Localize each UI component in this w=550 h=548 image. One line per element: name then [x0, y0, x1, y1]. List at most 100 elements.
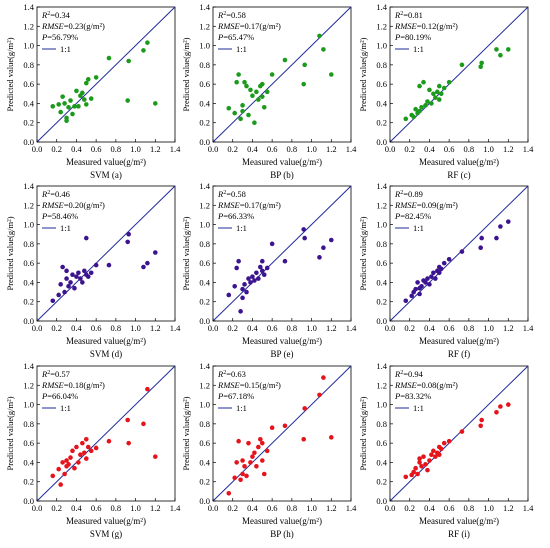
x-tick-label: 0.8	[287, 503, 298, 513]
panel-caption: RF (f)	[448, 349, 470, 359]
data-point	[417, 108, 422, 114]
data-point	[417, 456, 422, 461]
y-tick-label: 1.0	[199, 400, 210, 410]
data-point	[269, 425, 275, 431]
data-point	[413, 106, 418, 112]
y-tick-label: 1.2	[23, 21, 34, 31]
y-tick-label: 0.8	[199, 419, 210, 429]
x-tick-label: 0.8	[464, 144, 475, 154]
data-point	[240, 103, 245, 108]
data-point	[83, 80, 89, 86]
data-point	[78, 452, 83, 458]
x-tick-label: 1.2	[150, 144, 161, 154]
y-tick-label: 1.0	[23, 41, 34, 51]
x-tick-label: 1.2	[326, 503, 337, 513]
data-point	[505, 47, 511, 52]
x-tick-label: 0.0	[385, 503, 396, 513]
data-point	[80, 280, 85, 285]
data-point	[494, 409, 499, 415]
y-tick-label: 1.2	[376, 21, 387, 31]
data-point	[236, 438, 241, 444]
data-point	[50, 473, 56, 479]
x-tick-label: 1.0	[306, 144, 317, 154]
x-tick-label: 0.4	[71, 503, 82, 513]
r2-annotation: R2=0.58	[217, 189, 246, 199]
data-point	[106, 55, 112, 61]
y-tick-label: 0.4	[199, 277, 210, 287]
data-point	[421, 454, 426, 459]
data-point	[415, 280, 420, 285]
data-point	[238, 477, 243, 483]
y-tick-label: 0.0	[376, 496, 387, 506]
y-tick-label: 0.0	[199, 316, 210, 326]
data-point	[64, 458, 69, 463]
data-point	[238, 309, 243, 314]
data-point	[256, 97, 261, 102]
r2-annotation: R2=0.34	[41, 10, 71, 20]
data-point	[68, 280, 73, 285]
x-tick-label: 1.0	[130, 144, 141, 154]
data-point	[62, 289, 67, 295]
data-point	[60, 460, 65, 465]
data-point	[60, 94, 65, 99]
legend-label: 1:1	[236, 44, 247, 54]
x-axis-label: Measured value(g/m²)	[66, 516, 146, 526]
plot-frame	[389, 6, 529, 143]
y-tick-label: 1.0	[23, 220, 34, 230]
y-tick-label: 0.4	[23, 98, 34, 108]
x-tick-label: 0.8	[287, 323, 298, 333]
data-point	[441, 440, 447, 446]
data-point	[64, 268, 69, 274]
data-point	[56, 292, 61, 298]
rmse-annotation: RMSE=0.08(g/m²)	[394, 380, 458, 390]
one-to-one-line	[36, 185, 176, 322]
y-tick-label: 0.0	[199, 496, 210, 506]
data-point	[417, 460, 422, 465]
data-point	[66, 283, 71, 289]
x-axis-label: Measured value(g/m²)	[242, 336, 322, 346]
chart-panel: 0.0 0.2 0.4 0.6 0.8 1.0 1.2 1.4 0.0 0.2 0.4 0.6 0.8 1…	[5, 2, 181, 180]
y-tick-label: 0.2	[199, 297, 210, 307]
x-tick-label: 0.4	[424, 503, 435, 513]
data-point	[436, 270, 442, 276]
data-point	[258, 436, 263, 442]
y-tick-label: 0.2	[199, 477, 210, 487]
x-tick-label: 0.0	[208, 144, 219, 154]
y-axis-label: Predicted value(g/m²)	[358, 37, 368, 111]
data-point	[427, 282, 432, 287]
x-tick-label: 1.4	[346, 503, 357, 513]
data-point	[494, 47, 499, 52]
p-annotation: P=66.04%	[41, 391, 78, 401]
y-tick-label: 1.0	[376, 41, 387, 51]
data-point	[431, 270, 436, 276]
y-tick-label: 0.0	[23, 137, 34, 147]
x-tick-label: 0.2	[227, 323, 238, 333]
data-point	[282, 423, 288, 429]
data-point	[88, 96, 94, 101]
y-tick-label: 1.2	[376, 200, 387, 210]
x-axis-label: Measured value(g/m²)	[419, 516, 499, 526]
data-point	[125, 239, 130, 245]
data-point	[423, 103, 428, 108]
data-point	[413, 286, 418, 292]
x-tick-label: 1.4	[523, 323, 534, 333]
data-point	[248, 87, 253, 93]
x-tick-label: 0.0	[32, 144, 43, 154]
y-tick-label: 0.4	[199, 457, 210, 467]
x-tick-label: 0.8	[111, 503, 122, 513]
data-point	[478, 245, 483, 251]
plot-frame	[36, 6, 176, 143]
data-point	[427, 87, 432, 93]
data-point	[152, 250, 158, 255]
data-point	[246, 276, 251, 281]
x-tick-label: 0.8	[464, 503, 475, 513]
data-point	[435, 89, 440, 95]
data-point	[427, 458, 432, 463]
x-tick-label: 1.2	[503, 144, 514, 154]
p-annotation: P=56.79%	[41, 32, 78, 42]
x-tick-label: 0.0	[385, 323, 396, 333]
y-tick-label: 0.6	[199, 438, 210, 448]
x-tick-label: 0.0	[32, 323, 43, 333]
data-point	[505, 402, 511, 407]
data-point	[126, 231, 131, 237]
